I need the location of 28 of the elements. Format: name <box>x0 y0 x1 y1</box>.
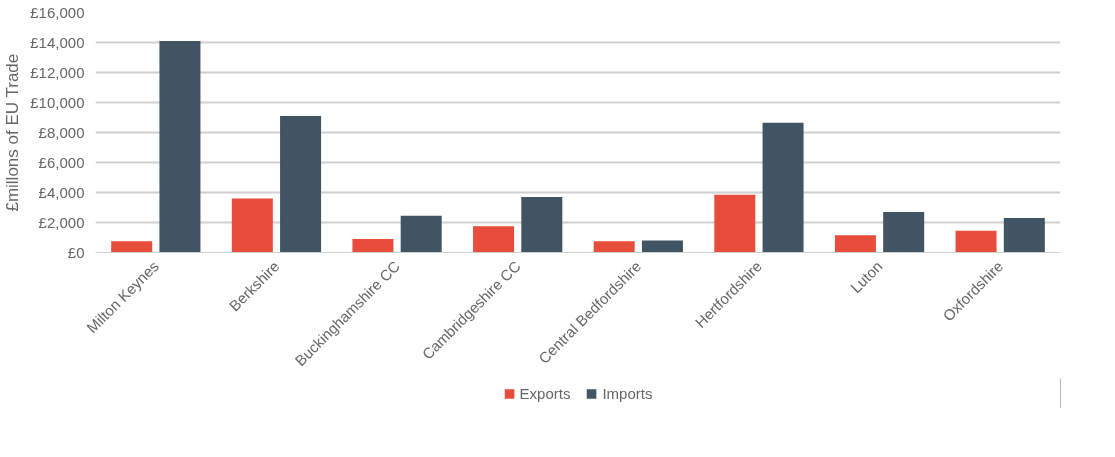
bar <box>231 198 273 253</box>
y-tick-label: £4,000 <box>38 184 85 201</box>
bar <box>111 241 153 253</box>
bar <box>955 230 997 253</box>
y-tick-label: £6,000 <box>38 154 85 171</box>
bar <box>159 41 201 253</box>
bar <box>762 122 804 253</box>
y-tick-label: £0 <box>67 244 85 261</box>
y-tick-label: £8,000 <box>38 124 85 141</box>
bar <box>400 215 442 253</box>
bar <box>280 116 322 253</box>
y-tick-label: £10,000 <box>30 94 85 111</box>
bar <box>834 235 876 253</box>
legend-label: Imports <box>602 384 653 402</box>
y-tick-label: £14,000 <box>30 34 85 51</box>
bar <box>1003 218 1045 253</box>
bar <box>593 241 635 253</box>
y-tick-label: £12,000 <box>30 64 85 81</box>
y-tick-label: £16,000 <box>30 4 85 21</box>
bar <box>714 194 756 253</box>
y-tick-label: £2,000 <box>38 214 85 231</box>
bar <box>641 240 683 253</box>
y-axis-title: £millons of EU Trade <box>3 53 23 212</box>
bar <box>521 197 563 253</box>
bar <box>473 226 515 253</box>
bar <box>883 212 925 253</box>
bar <box>352 239 394 253</box>
legend-label: Exports <box>519 384 571 402</box>
